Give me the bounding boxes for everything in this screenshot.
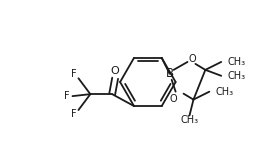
Text: CH₃: CH₃: [227, 57, 245, 67]
Text: B: B: [166, 67, 174, 80]
Text: CH₃: CH₃: [227, 71, 245, 81]
Text: CH₃: CH₃: [215, 87, 233, 97]
Text: O: O: [111, 66, 119, 76]
Text: O: O: [189, 54, 196, 64]
Text: F: F: [71, 109, 76, 119]
Text: F: F: [64, 91, 69, 101]
Text: O: O: [170, 94, 177, 104]
Text: F: F: [71, 69, 76, 79]
Text: CH₃: CH₃: [181, 115, 199, 125]
